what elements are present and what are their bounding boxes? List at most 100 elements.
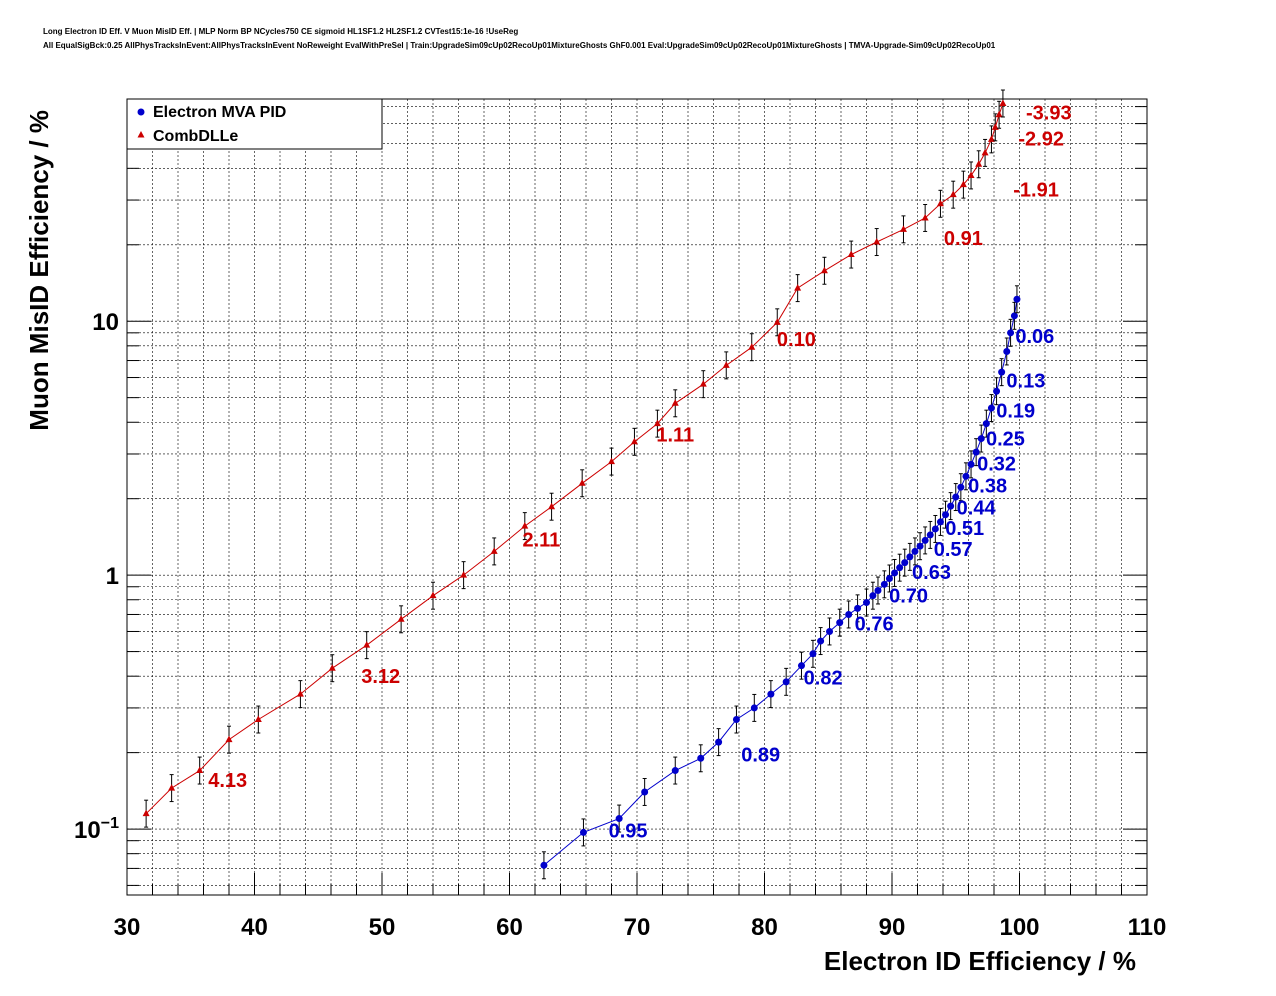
data-point — [794, 284, 802, 291]
x-tick-label: 70 — [624, 914, 651, 941]
data-point — [168, 784, 176, 791]
annotation-label: 0.57 — [934, 539, 973, 561]
data-point — [697, 754, 705, 762]
annotation-label: 0.38 — [968, 476, 1007, 498]
data-point — [750, 704, 758, 712]
data-point — [982, 420, 990, 428]
legend-label-electron-mva-pid: Electron MVA PID — [153, 104, 286, 121]
series-line — [145, 103, 1004, 815]
series — [142, 89, 1021, 880]
data-point — [936, 199, 944, 207]
data-point — [826, 627, 834, 635]
annotation-label: 4.13 — [208, 770, 247, 792]
y-axis-title: Muon MisID Efficiency / % — [24, 110, 54, 431]
data-point — [671, 767, 679, 775]
annotation-label: 0.76 — [855, 613, 894, 635]
data-point — [993, 387, 1001, 395]
legend-label-combdlle: CombDLLe — [153, 128, 238, 145]
data-point — [874, 586, 882, 594]
annotation-label: 0.82 — [804, 668, 843, 690]
data-point — [363, 641, 371, 648]
data-point — [1013, 295, 1021, 303]
data-point — [991, 123, 999, 130]
annotation-label: 0.25 — [986, 429, 1025, 451]
x-tick-label: 50 — [369, 914, 396, 941]
grid — [127, 99, 1147, 895]
legend-marker-combdlle — [137, 131, 145, 138]
x-tick-label: 100 — [999, 914, 1039, 941]
data-point — [1010, 312, 1018, 320]
annotation-label: 0.10 — [777, 329, 816, 351]
data-point — [328, 664, 336, 671]
data-point — [926, 531, 934, 539]
annotation-label: 0.63 — [912, 562, 951, 584]
data-point — [972, 448, 980, 456]
data-point — [981, 148, 989, 156]
annotation-label: 0.06 — [1015, 326, 1054, 348]
x-tick-label: 80 — [751, 914, 778, 941]
data-point — [653, 419, 661, 427]
data-point — [615, 815, 623, 823]
data-point — [891, 569, 899, 577]
annotations: 0.06 0.13 0.19 0.25 0.320.380.440.510.570.63… — [208, 102, 1071, 842]
data-point — [460, 571, 468, 578]
data-point — [899, 225, 907, 232]
data-point — [916, 542, 924, 550]
data-point — [962, 472, 970, 480]
x-axis-title: Electron ID Efficiency / % — [824, 946, 1136, 976]
data-point — [521, 522, 529, 529]
data-point — [196, 766, 204, 774]
data-point — [975, 160, 983, 167]
data-point — [936, 518, 944, 526]
data-point — [579, 828, 587, 836]
data-point — [967, 171, 975, 178]
annotation-label: 0.89 — [741, 744, 780, 766]
data-point — [1003, 347, 1011, 355]
annotation-label: 0.19 — [996, 400, 1035, 422]
annotation-label: 0.70 — [889, 586, 928, 608]
data-point — [967, 460, 975, 468]
data-point — [397, 615, 405, 622]
data-point — [225, 735, 233, 743]
annotation-label: -1.91 — [1013, 180, 1059, 202]
data-point — [748, 343, 756, 350]
data-point — [998, 368, 1006, 376]
data-point — [608, 457, 615, 465]
data-point — [732, 716, 740, 724]
data-point — [921, 536, 929, 544]
data-point — [578, 479, 586, 486]
data-point — [699, 380, 707, 387]
data-point — [921, 213, 929, 221]
data-point — [977, 435, 985, 443]
data-point — [782, 678, 790, 686]
data-point — [490, 547, 498, 554]
annotation-label: 0.95 — [609, 821, 648, 843]
data-point — [863, 599, 870, 607]
data-point — [722, 361, 730, 368]
x-tick-label: 90 — [879, 914, 906, 941]
x-tick-label: 30 — [114, 914, 141, 941]
data-point — [845, 610, 853, 618]
data-point — [847, 250, 855, 258]
header-line-1: Long Electron ID Eff. V Muon MisID Eff. … — [43, 27, 519, 36]
data-point — [947, 502, 955, 510]
data-point — [952, 493, 960, 501]
data-point — [548, 502, 556, 510]
data-point — [911, 547, 919, 555]
data-point — [959, 180, 967, 188]
y-tick-label: 10 — [92, 309, 119, 336]
data-point — [797, 662, 805, 670]
data-point — [1007, 329, 1015, 337]
y-tick-label: 1 — [106, 563, 119, 590]
data-point — [880, 580, 888, 588]
data-point — [901, 559, 909, 567]
data-point — [429, 591, 437, 599]
data-point — [896, 564, 904, 572]
data-point — [869, 592, 877, 600]
data-point — [906, 553, 914, 561]
annotation-label: 1.11 — [656, 424, 694, 446]
annotation-label: 0.91 — [944, 228, 983, 250]
data-point — [767, 690, 775, 698]
annotation-label: 0.13 — [1006, 370, 1045, 392]
y-tick-label: 10−1 — [74, 815, 119, 844]
